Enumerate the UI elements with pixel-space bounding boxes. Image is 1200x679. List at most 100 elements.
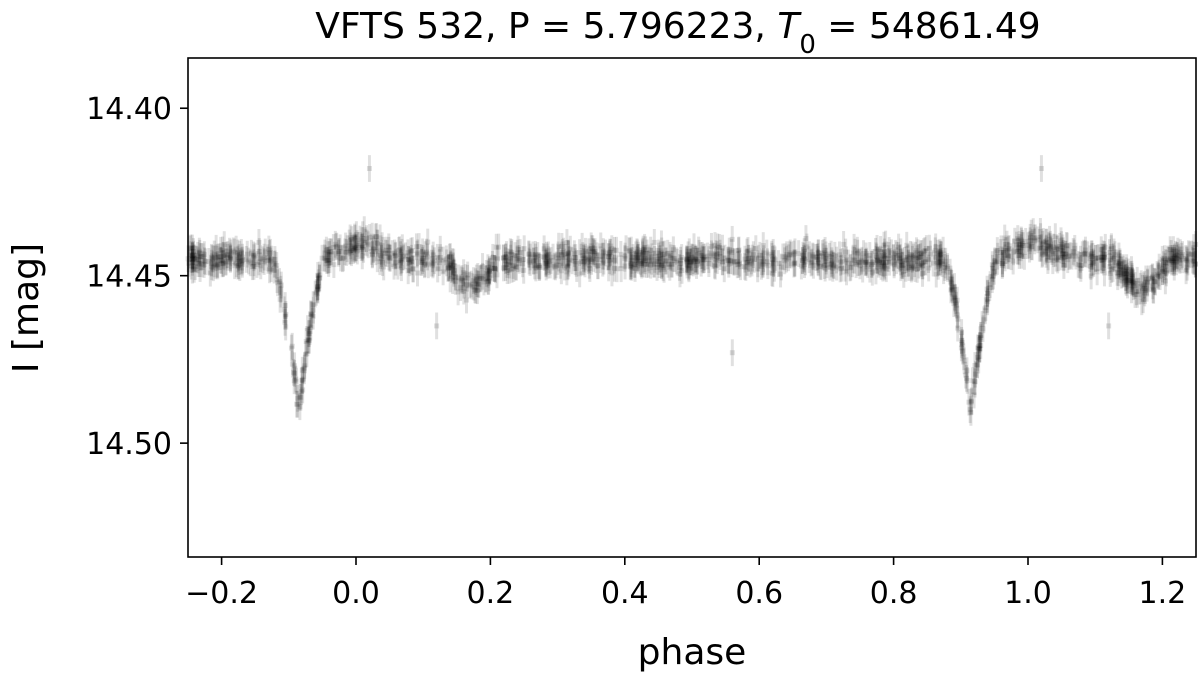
- data-point: [719, 234, 725, 262]
- data-point: [489, 254, 495, 282]
- data-point: [898, 238, 904, 266]
- data-point: [308, 301, 314, 329]
- data-point: [469, 272, 475, 300]
- data-point: [267, 256, 273, 284]
- data-point: [1054, 235, 1060, 263]
- data-point: [1138, 270, 1144, 298]
- data-point: [1171, 253, 1177, 281]
- data-point: [796, 240, 802, 267]
- data-point: [968, 398, 974, 426]
- data-point: [414, 240, 420, 268]
- data-point: [1169, 248, 1175, 276]
- data-point: [293, 367, 299, 395]
- data-point: [581, 244, 587, 272]
- data-point: [1191, 248, 1197, 275]
- data-point: [220, 250, 226, 278]
- data-point: [714, 247, 720, 275]
- data-point: [308, 300, 314, 328]
- data-point: [486, 264, 492, 292]
- x-tick-label: 1.0: [1004, 576, 1052, 611]
- data-point: [803, 225, 809, 252]
- data-point: [579, 232, 585, 260]
- data-point: [305, 315, 311, 342]
- data-point: [658, 230, 664, 258]
- data-point: [771, 254, 777, 282]
- data-point: [686, 251, 692, 279]
- data-point: [516, 245, 522, 272]
- data-point: [688, 248, 694, 275]
- data-point: [1170, 247, 1176, 275]
- data-point: [581, 247, 587, 275]
- data-point: [1129, 269, 1135, 296]
- data-point: [951, 290, 957, 318]
- data-point: [418, 248, 424, 276]
- data-point: [1075, 250, 1081, 278]
- data-point: [593, 246, 599, 274]
- data-point: [278, 271, 284, 299]
- data-point: [782, 247, 788, 275]
- data-point: [1150, 272, 1156, 300]
- data-point: [1083, 240, 1089, 268]
- data-point: [815, 239, 821, 266]
- data-point: [918, 240, 924, 268]
- data-point: [317, 261, 323, 289]
- data-point: [891, 251, 897, 279]
- data-point: [770, 238, 776, 266]
- data-point: [1184, 253, 1190, 281]
- data-point: [566, 245, 572, 273]
- data-point: [218, 236, 224, 264]
- data-point: [1058, 243, 1064, 271]
- data-point: [268, 255, 274, 283]
- data-point: [627, 237, 633, 265]
- data-point: [197, 239, 203, 267]
- data-point: [582, 243, 588, 271]
- data-point: [742, 253, 748, 280]
- data-point: [814, 243, 820, 271]
- data-point: [425, 228, 431, 256]
- data-point: [782, 243, 788, 271]
- data-point: [1130, 273, 1136, 301]
- data-point: [349, 226, 355, 253]
- data-point: [906, 254, 912, 281]
- data-point: [949, 274, 955, 302]
- data-point: [215, 252, 221, 280]
- data-point: [451, 257, 457, 285]
- data-point: [1035, 226, 1041, 254]
- data-point: [849, 250, 855, 278]
- data-point: [496, 233, 502, 261]
- data-point: [265, 247, 271, 274]
- data-point: [288, 334, 294, 362]
- data-point: [1183, 257, 1189, 285]
- data-point: [359, 233, 365, 261]
- data-point: [1191, 247, 1197, 275]
- data-point: [473, 268, 479, 296]
- data-point: [729, 239, 735, 266]
- data-point: [1101, 246, 1107, 273]
- data-point: [1117, 249, 1123, 277]
- data-point: [661, 255, 667, 283]
- data-point: [537, 252, 543, 280]
- title-prefix: VFTS 532, P = 5.796223,: [315, 6, 777, 47]
- data-point: [674, 247, 680, 275]
- data-point: [1005, 235, 1011, 263]
- data-point: [1190, 246, 1196, 274]
- data-point: [424, 243, 430, 271]
- data-point: [991, 257, 997, 285]
- data-point: [726, 237, 732, 265]
- data-point: [1019, 232, 1025, 259]
- data-point: [328, 238, 334, 266]
- data-point: [1129, 260, 1135, 288]
- data-point: [656, 239, 662, 267]
- data-point: [1063, 232, 1069, 259]
- data-point: [770, 246, 776, 273]
- data-point: [726, 250, 732, 278]
- data-point: [461, 277, 467, 305]
- data-point: [414, 259, 420, 287]
- data-point: [398, 249, 404, 276]
- data-point: [225, 243, 231, 271]
- data-point: [361, 216, 367, 244]
- data-point: [841, 230, 847, 258]
- data-point: [1176, 245, 1182, 273]
- data-point: [569, 247, 575, 275]
- data-point: [710, 242, 716, 270]
